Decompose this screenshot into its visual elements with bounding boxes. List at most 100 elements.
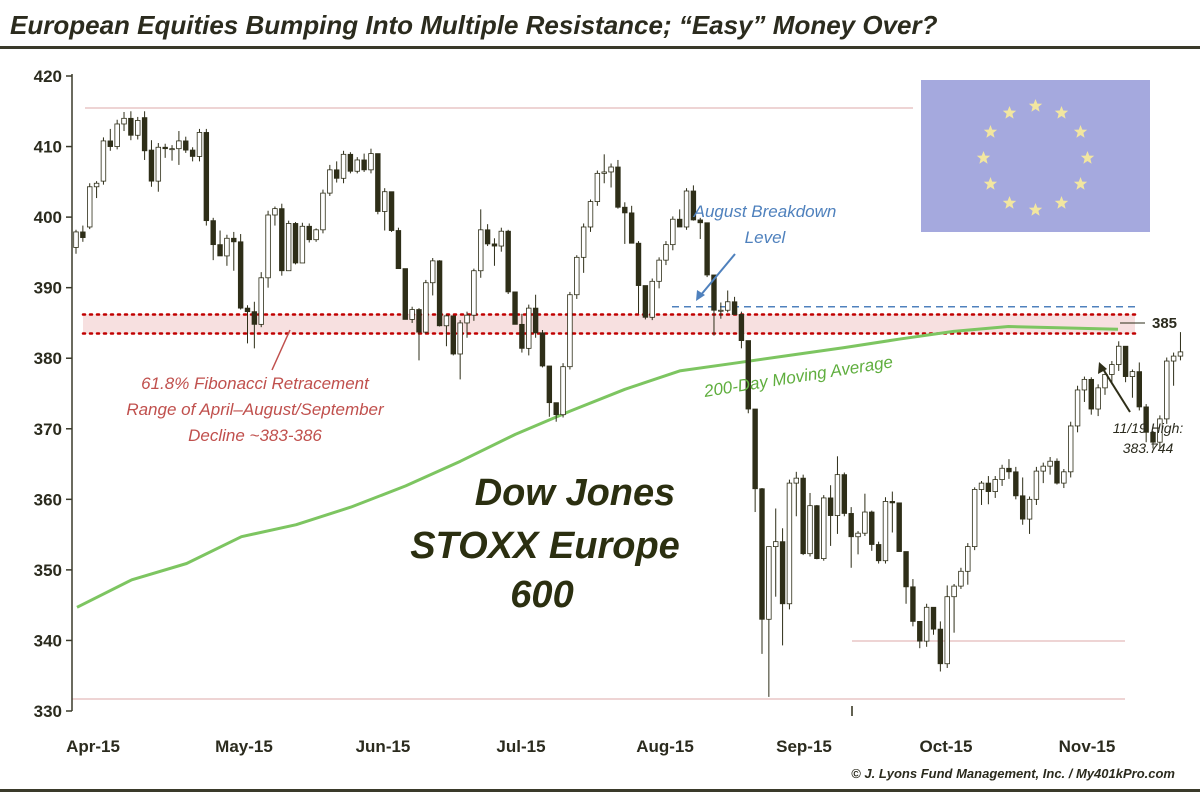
down-candle [1150,431,1156,443]
y-tick-label: 410 [34,138,62,157]
down-candle [231,237,237,243]
fibonacci-label-line-2: Range of April–August/September [126,400,385,419]
down-candle [779,541,786,605]
up-candle [1157,418,1163,443]
y-tick-label: 350 [34,561,62,580]
flag-star-icon [1002,106,1017,119]
up-candle [1109,364,1115,375]
up-candle [649,280,655,318]
y-tick-label: 330 [34,702,62,721]
up-candle [1095,387,1101,410]
down-candle [402,268,408,320]
down-candle [217,244,223,257]
up-candle [368,153,374,171]
y-tick-label: 380 [34,349,62,368]
down-candle [711,274,717,311]
down-candle [690,190,697,221]
down-candle [896,502,902,552]
fibonacci-pointer [271,329,291,371]
down-candle [395,230,402,270]
up-candle [313,229,319,241]
up-candle [670,218,676,246]
down-candle [731,301,738,315]
up-candle [526,307,532,349]
up-candle [381,191,388,212]
down-candle [1006,467,1012,473]
down-candle [333,169,340,179]
flag-star-icon [1054,106,1069,119]
breakdown-arrowhead [696,290,705,301]
down-candle [450,315,456,355]
down-candle [375,153,381,212]
up-candle [725,301,731,311]
down-candle [553,402,559,416]
y-tick-label: 400 [34,208,62,227]
down-candle [841,474,848,514]
up-candle [1047,460,1053,467]
down-candle [1013,471,1019,497]
x-tick-label: Nov-15 [1059,737,1116,756]
up-candle [793,477,799,484]
up-candle [958,570,964,587]
high-label-line-2: 383.744 [1123,440,1174,456]
up-candle [574,256,580,296]
up-candle [971,489,978,548]
up-candle [594,172,601,202]
up-candle [169,148,175,151]
down-candle [937,628,944,665]
down-candle [539,332,546,367]
up-candle [1170,355,1177,362]
up-candle [580,226,587,258]
x-tick-label: May-15 [215,737,273,756]
down-candle [917,620,923,642]
up-candle [1033,470,1040,500]
up-candle [135,120,141,136]
y-tick-label: 370 [34,420,62,439]
fibonacci-band [83,314,1135,334]
down-candle [635,242,642,286]
down-candle [697,219,703,224]
down-candle [128,117,134,136]
up-candle [923,606,930,642]
down-candle [80,231,86,238]
down-candle [1019,495,1026,520]
up-candle [430,260,436,284]
up-candle [1177,351,1184,357]
down-candle [512,291,518,325]
down-candle [237,241,244,309]
up-candle [354,159,360,172]
up-candle [999,467,1005,480]
up-candle [1116,345,1122,365]
down-candle [361,159,367,171]
up-candle [327,169,333,194]
up-candle [656,259,662,282]
title-divider [0,46,1200,49]
flag-star-icon [1002,196,1017,209]
down-candle [642,285,649,318]
up-candle [1164,360,1170,420]
down-candle [1088,378,1094,410]
down-candle [676,218,683,228]
y-tick-label: 360 [34,490,62,509]
up-candle [73,231,79,248]
down-candle [848,513,854,538]
up-candle [965,546,971,572]
up-candle [1074,389,1081,427]
up-candle [423,282,429,333]
down-candle [752,408,758,490]
up-candle [155,146,162,182]
up-candle [1026,498,1033,520]
up-candle [478,229,484,272]
up-candle [114,123,120,147]
up-candle [951,585,957,598]
up-candle [683,190,690,228]
up-candle [1068,425,1074,473]
up-candle [1061,471,1067,484]
up-candle [464,314,470,324]
up-candle [498,230,505,247]
up-candle [1102,374,1108,389]
up-candle [443,315,450,327]
up-candle [176,140,182,150]
flag-star-icon [1028,203,1043,216]
